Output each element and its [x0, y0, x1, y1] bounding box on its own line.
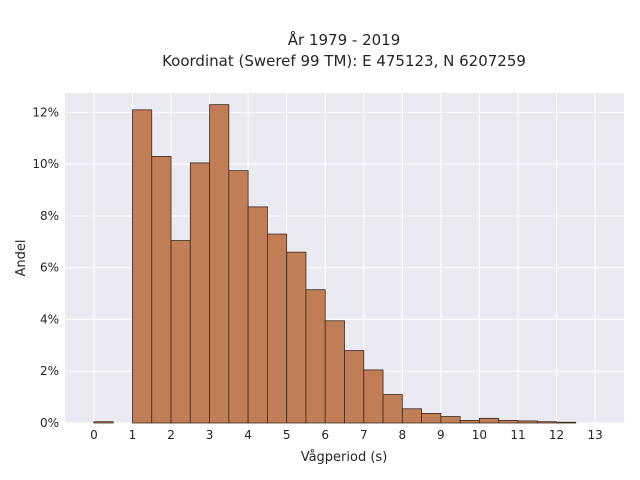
- histogram-bar: [266, 233, 288, 424]
- y-tick-label: 2%: [40, 364, 59, 378]
- x-axis-ticks: 0 1 2 3 4 5 6 7 8 9 10 11 12 13: [90, 428, 603, 442]
- y-tick-label: 8%: [40, 209, 59, 223]
- y-tick-label: 6%: [40, 261, 59, 275]
- chart-title-line2: Koordinat (Sweref 99 TM): E 475123, N 62…: [162, 52, 526, 70]
- histogram-bar: [151, 156, 172, 424]
- x-tick-label: 4: [244, 428, 252, 442]
- x-tick-label: 13: [587, 428, 602, 442]
- histogram-bar: [93, 421, 114, 424]
- histogram-bar: [344, 350, 365, 424]
- histogram-bar: [305, 289, 326, 424]
- histogram-bar: [189, 162, 210, 424]
- y-tick-label: 0%: [40, 416, 59, 430]
- histogram-bar: [536, 421, 557, 424]
- histogram-bar: [286, 251, 307, 424]
- x-tick-label: 1: [129, 428, 137, 442]
- x-tick-label: 11: [510, 428, 525, 442]
- histogram-bar: [209, 104, 230, 424]
- histogram-bar: [517, 420, 538, 424]
- x-tick-label: 3: [206, 428, 214, 442]
- histogram-bar: [132, 109, 153, 424]
- x-tick-label: 8: [399, 428, 407, 442]
- histogram-bar: [479, 417, 500, 424]
- chart-title-line1: År 1979 - 2019: [288, 30, 401, 49]
- histogram-bar: [440, 416, 461, 424]
- x-tick-label: 0: [90, 428, 98, 442]
- histogram-bar: [170, 240, 191, 424]
- x-tick-label: 12: [549, 428, 564, 442]
- histogram-bar: [401, 408, 423, 424]
- histogram-bar: [382, 394, 403, 424]
- histogram-bar: [556, 421, 577, 424]
- histogram-bar: [247, 206, 268, 424]
- x-tick-label: 10: [472, 428, 487, 442]
- histogram-bar: [324, 320, 345, 424]
- x-tick-label: 6: [321, 428, 329, 442]
- y-axis-label: Andel: [14, 240, 29, 277]
- histogram-bar: [363, 369, 384, 424]
- y-tick-label: 10%: [32, 157, 59, 171]
- bars: [93, 104, 577, 424]
- y-axis-ticks: 0% 2% 4% 6% 8% 10% 12%: [32, 105, 59, 430]
- x-tick-label: 2: [167, 428, 175, 442]
- histogram-bar: [421, 413, 442, 424]
- histogram-bar: [228, 170, 249, 424]
- y-tick-label: 4%: [40, 312, 59, 326]
- histogram-bar: [459, 420, 480, 424]
- x-tick-label: 7: [360, 428, 368, 442]
- x-tick-label: 9: [437, 428, 445, 442]
- y-tick-label: 12%: [32, 105, 59, 119]
- x-axis-label: Vågperiod (s): [301, 450, 388, 465]
- histogram-bar: [498, 420, 519, 424]
- x-tick-label: 5: [283, 428, 291, 442]
